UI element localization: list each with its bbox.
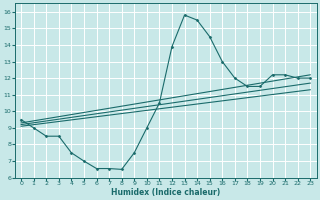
X-axis label: Humidex (Indice chaleur): Humidex (Indice chaleur) <box>111 188 220 197</box>
